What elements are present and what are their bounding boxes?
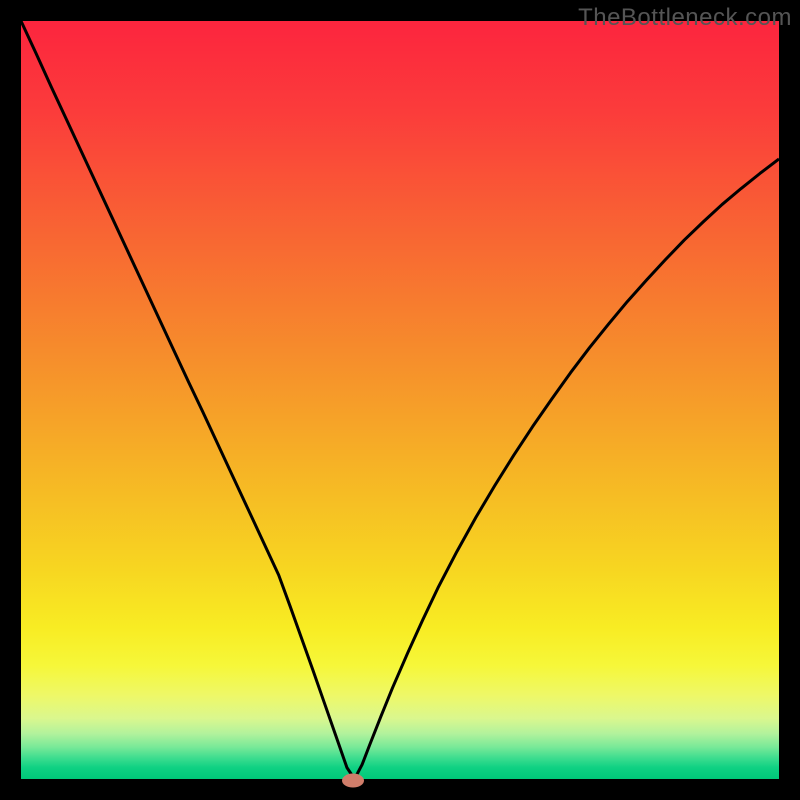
chart-stage: TheBottleneck.com xyxy=(0,0,800,800)
bottleneck-chart xyxy=(0,0,800,800)
watermark-text: TheBottleneck.com xyxy=(578,4,792,32)
chart-background xyxy=(21,21,779,779)
optimal-point-marker xyxy=(342,774,364,788)
